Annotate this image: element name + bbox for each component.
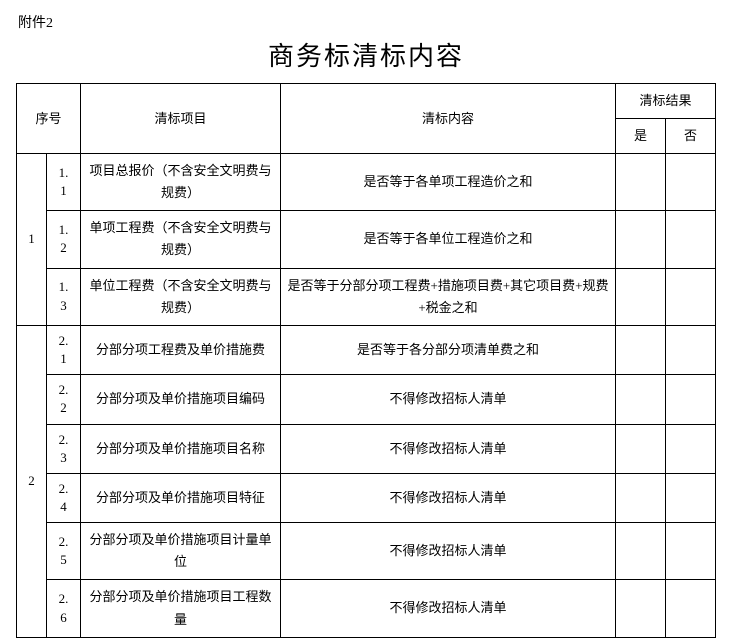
group-number: 1 — [17, 154, 47, 326]
row-result-yes — [615, 580, 665, 637]
row-subnumber: 2. 4 — [47, 473, 81, 522]
row-result-no — [665, 154, 715, 211]
page-title: 商务标清标内容 — [16, 36, 716, 73]
row-result-no — [665, 473, 715, 522]
table-header-row-1: 序号 清标项目 清标内容 清标结果 — [17, 84, 716, 119]
row-result-no — [665, 523, 715, 580]
row-item: 分部分项及单价措施项目编码 — [81, 375, 281, 424]
header-seq: 序号 — [17, 84, 81, 154]
row-result-no — [665, 325, 715, 374]
row-item: 单位工程费（不含安全文明费与规费） — [81, 268, 281, 325]
table-row: 1 1. 1 项目总报价（不含安全文明费与规费） 是否等于各单项工程造价之和 — [17, 154, 716, 211]
table-row: 2. 4 分部分项及单价措施项目特征 不得修改招标人清单 — [17, 473, 716, 522]
bid-review-table: 序号 清标项目 清标内容 清标结果 是 否 1 1. 1 项目总报价（不含安全文… — [16, 83, 716, 638]
row-result-yes — [615, 211, 665, 268]
header-no: 否 — [665, 119, 715, 154]
row-item: 分部分项及单价措施项目计量单位 — [81, 523, 281, 580]
row-subnumber: 2. 6 — [47, 580, 81, 637]
row-content: 不得修改招标人清单 — [281, 580, 616, 637]
row-content: 是否等于各分部分项清单费之和 — [281, 325, 616, 374]
table-row: 2. 5 分部分项及单价措施项目计量单位 不得修改招标人清单 — [17, 523, 716, 580]
row-subnumber: 2. 3 — [47, 424, 81, 473]
row-result-no — [665, 424, 715, 473]
header-item: 清标项目 — [81, 84, 281, 154]
row-content: 不得修改招标人清单 — [281, 523, 616, 580]
row-result-yes — [615, 375, 665, 424]
table-row: 2. 6 分部分项及单价措施项目工程数量 不得修改招标人清单 — [17, 580, 716, 637]
row-content: 是否等于分部分项工程费+措施项目费+其它项目费+规费+税金之和 — [281, 268, 616, 325]
row-result-no — [665, 211, 715, 268]
row-content: 不得修改招标人清单 — [281, 375, 616, 424]
row-result-yes — [615, 268, 665, 325]
row-content: 不得修改招标人清单 — [281, 424, 616, 473]
row-subnumber: 1. 2 — [47, 211, 81, 268]
table-row: 1. 3 单位工程费（不含安全文明费与规费） 是否等于分部分项工程费+措施项目费… — [17, 268, 716, 325]
row-result-yes — [615, 523, 665, 580]
header-yes: 是 — [615, 119, 665, 154]
row-item: 分部分项及单价措施项目特征 — [81, 473, 281, 522]
row-result-yes — [615, 424, 665, 473]
table-row: 2 2. 1 分部分项工程费及单价措施费 是否等于各分部分项清单费之和 — [17, 325, 716, 374]
row-content: 是否等于各单项工程造价之和 — [281, 154, 616, 211]
row-result-no — [665, 580, 715, 637]
row-subnumber: 2. 2 — [47, 375, 81, 424]
row-result-no — [665, 375, 715, 424]
row-item: 单项工程费（不含安全文明费与规费） — [81, 211, 281, 268]
table-row: 2. 3 分部分项及单价措施项目名称 不得修改招标人清单 — [17, 424, 716, 473]
row-subnumber: 2. 1 — [47, 325, 81, 374]
table-row: 2. 2 分部分项及单价措施项目编码 不得修改招标人清单 — [17, 375, 716, 424]
row-result-yes — [615, 325, 665, 374]
header-content: 清标内容 — [281, 84, 616, 154]
row-subnumber: 2. 5 — [47, 523, 81, 580]
row-content: 是否等于各单位工程造价之和 — [281, 211, 616, 268]
header-result: 清标结果 — [615, 84, 715, 119]
row-result-no — [665, 268, 715, 325]
table-row: 1. 2 单项工程费（不含安全文明费与规费） 是否等于各单位工程造价之和 — [17, 211, 716, 268]
row-item: 项目总报价（不含安全文明费与规费） — [81, 154, 281, 211]
row-item: 分部分项及单价措施项目名称 — [81, 424, 281, 473]
row-result-yes — [615, 154, 665, 211]
row-item: 分部分项工程费及单价措施费 — [81, 325, 281, 374]
row-subnumber: 1. 1 — [47, 154, 81, 211]
row-result-yes — [615, 473, 665, 522]
group-number: 2 — [17, 325, 47, 637]
attachment-label: 附件2 — [18, 12, 716, 32]
row-content: 不得修改招标人清单 — [281, 473, 616, 522]
row-subnumber: 1. 3 — [47, 268, 81, 325]
row-item: 分部分项及单价措施项目工程数量 — [81, 580, 281, 637]
